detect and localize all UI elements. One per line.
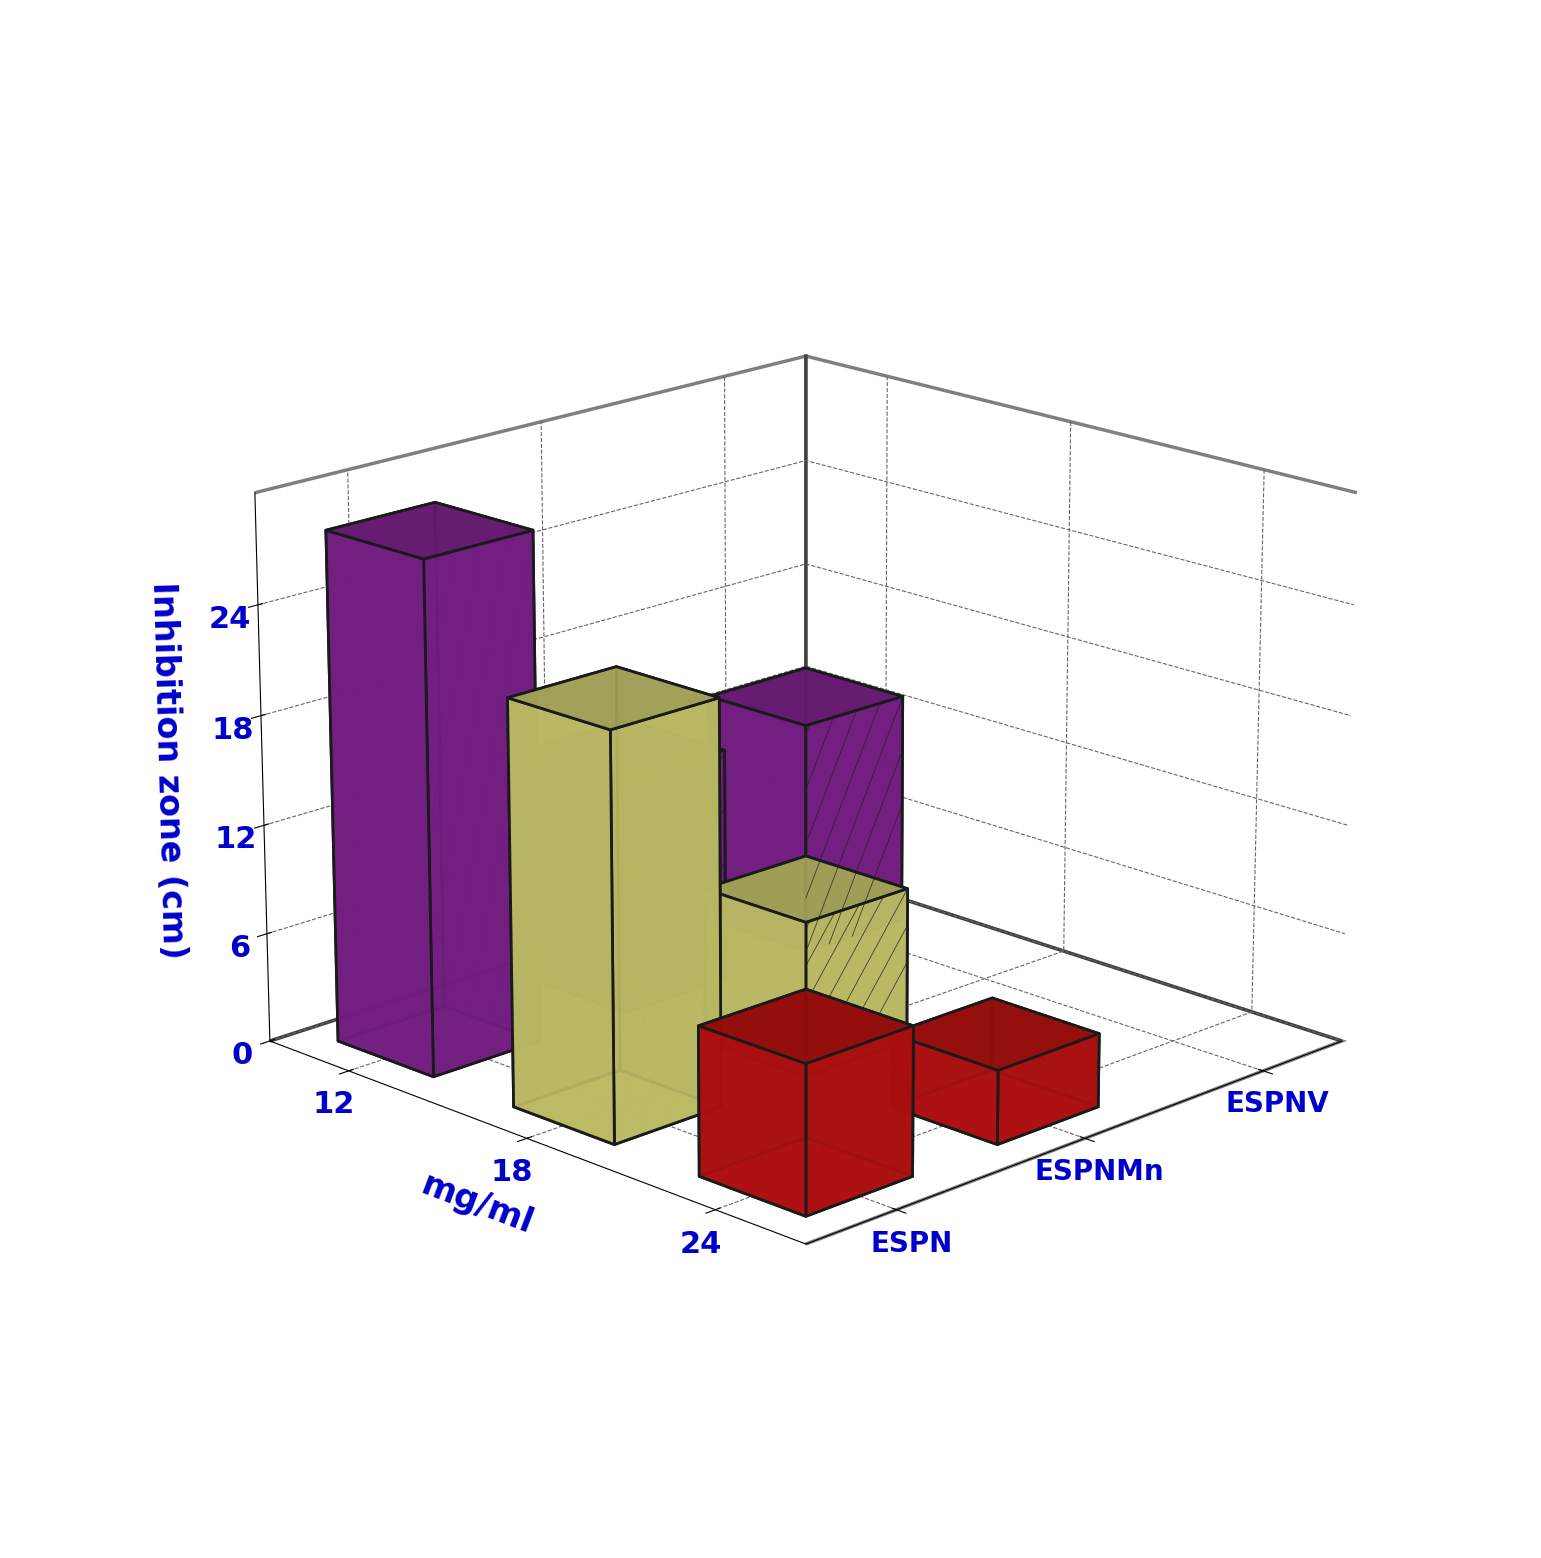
Y-axis label: mg/ml: mg/ml [416, 1168, 538, 1240]
